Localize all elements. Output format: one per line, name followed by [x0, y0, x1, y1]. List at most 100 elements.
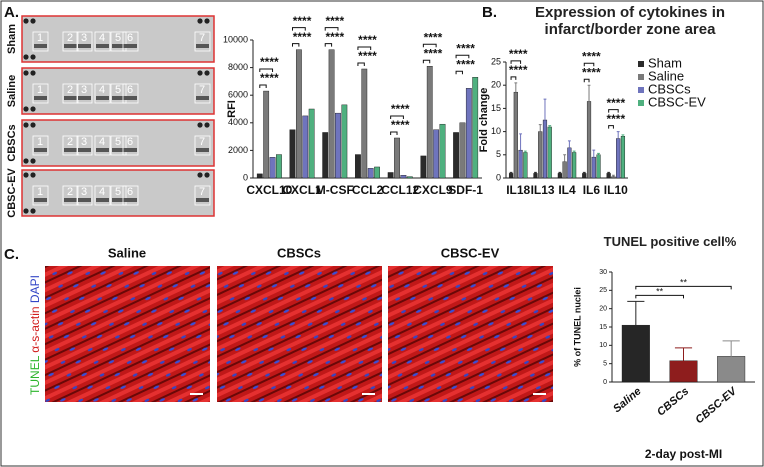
blot-spot-box [62, 31, 79, 52]
bar [472, 77, 479, 179]
legend-label: Saline [648, 68, 684, 83]
bar [547, 126, 552, 179]
y-tick-label: 20 [599, 306, 607, 313]
bar [322, 132, 329, 179]
blot-spot-number: 5 [115, 84, 121, 96]
bar [616, 138, 621, 179]
significance-label: ** [680, 278, 688, 288]
x-tick-label: Saline [611, 385, 644, 415]
micrograph-group: Saline CBSCs CBSC-EV [45, 245, 553, 402]
bar [669, 360, 698, 383]
bar [276, 154, 282, 179]
legend-label: CBSC-EV [648, 94, 706, 109]
error-bar [509, 171, 513, 174]
bar [513, 91, 518, 179]
bar [538, 131, 543, 179]
blot-spot-pair [96, 148, 109, 152]
stain-tunel: TUNEL [28, 355, 42, 395]
bar [606, 173, 611, 179]
error-bar [523, 150, 527, 153]
bar [621, 324, 650, 383]
bar [717, 356, 746, 383]
blot-spot-number: 7 [199, 84, 205, 96]
blot-spot-pair [64, 96, 77, 100]
significance-label: **** [260, 71, 279, 85]
significance-bracket [390, 131, 398, 135]
blot-row-label: Saline [6, 75, 18, 107]
blot-spot-box [194, 83, 211, 104]
x-tick-label: CXCL10 [246, 183, 292, 197]
panel-label: C. [4, 246, 19, 263]
blot-spot-number: 4 [99, 136, 105, 148]
blot-spot-pair [78, 198, 91, 202]
bar [400, 175, 407, 179]
stain-dapi: DAPI [28, 275, 42, 303]
bar [361, 68, 368, 179]
x-tick-label: CCL2 [352, 183, 384, 197]
blot-spot-box [110, 83, 127, 104]
blot-spot-pair [196, 96, 209, 100]
blot-spot-box [76, 83, 93, 104]
bar [542, 119, 548, 179]
blot-spot-number: 3 [81, 32, 87, 44]
significance-bracket [583, 62, 595, 67]
bar [439, 123, 446, 179]
bar [308, 108, 315, 179]
x-tick-label: CXCL9 [413, 183, 453, 197]
bar [394, 137, 400, 179]
significance-bracket [357, 46, 372, 50]
error-bar [548, 125, 552, 127]
blot-dot [30, 106, 36, 112]
blot-spot-pair [112, 96, 125, 100]
error-bar [611, 174, 615, 177]
x-tick-label: IL6 [583, 183, 601, 197]
significance-bracket [583, 78, 590, 83]
blot-spot-box [76, 31, 93, 52]
error-bar [597, 152, 600, 155]
significance-bracket [510, 60, 522, 64]
y-tick-label: 10 [599, 342, 607, 349]
significance-bracket [259, 68, 274, 73]
blot-spot-box [94, 83, 111, 104]
error-bar [514, 82, 518, 93]
x-tick-label: IL13 [531, 183, 555, 197]
blot-spot-number: 6 [127, 186, 133, 198]
blot-image [21, 119, 215, 167]
blot-dot [30, 70, 36, 76]
blot-dot [30, 18, 36, 24]
blot-spot-box [122, 83, 139, 104]
error-bar [674, 347, 693, 361]
bar [433, 129, 440, 179]
blot-spot-box [194, 31, 211, 52]
blot-spot-box [94, 185, 111, 206]
blot-spot-pair [96, 96, 109, 100]
y-tick-label: 0 [603, 379, 607, 386]
blot-spot-number: 4 [99, 84, 105, 96]
error-bar [616, 131, 620, 139]
blot-spot-number: 3 [81, 84, 87, 96]
bar [572, 152, 577, 179]
error-bar [627, 300, 645, 326]
error-bar [558, 171, 562, 174]
blot-dot [197, 18, 203, 24]
legend-label: Sham [648, 55, 682, 70]
significance-bracket [608, 125, 614, 129]
significance-label: **** [509, 63, 528, 77]
blot-spot-number: 1 [37, 32, 43, 44]
blot-spot-number: 1 [37, 84, 43, 96]
x-tick-label: CXCL1 [282, 183, 322, 197]
bar [295, 49, 302, 179]
significance-label: **** [260, 55, 279, 69]
y-tick-label: 25 [491, 56, 501, 66]
error-bar [621, 134, 625, 137]
blot-spot-number: 7 [199, 136, 205, 148]
micrograph [45, 266, 210, 402]
significance-label: **** [456, 57, 475, 71]
error-bar [543, 98, 547, 120]
blot-spot-pair [112, 148, 125, 152]
bar [562, 161, 567, 179]
significance-label: **** [293, 14, 312, 28]
error-bar [607, 171, 611, 174]
